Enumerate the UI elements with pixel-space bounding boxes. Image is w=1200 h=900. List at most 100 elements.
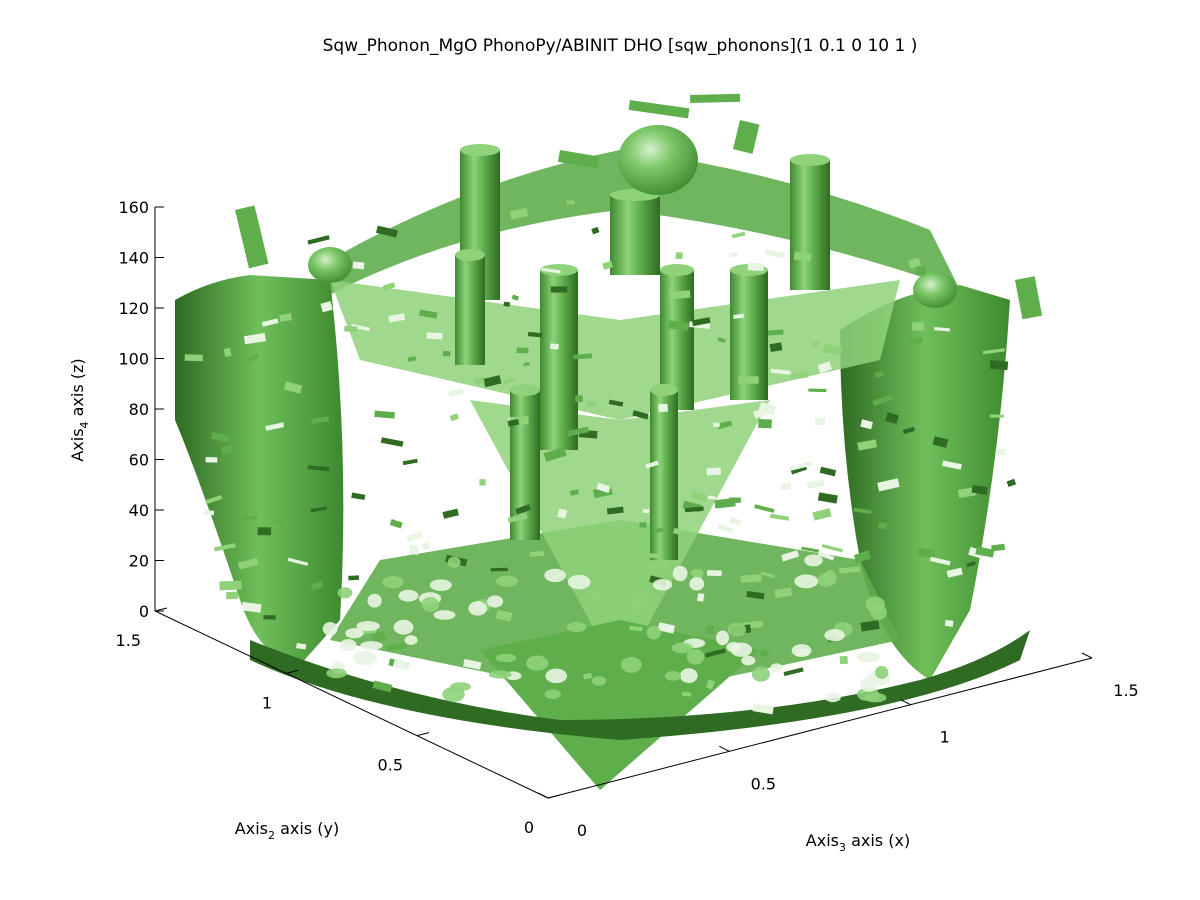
surface-bump	[447, 556, 461, 568]
z-tick-label: 100	[118, 350, 149, 369]
surface-flake	[374, 410, 395, 419]
x-tick-label: 1	[940, 728, 950, 747]
surface-bump	[322, 621, 338, 636]
surface-flake	[654, 527, 664, 534]
surface-flake	[929, 556, 951, 566]
surface-flake	[752, 703, 774, 715]
surface-flake	[583, 672, 592, 680]
surface-bump	[741, 655, 756, 666]
surface-flake	[672, 527, 681, 535]
y-axis-ticks: 0 0.5 1 1.5	[116, 607, 561, 837]
surface-flake	[705, 679, 715, 690]
surface-flake	[712, 422, 720, 428]
surface-flake	[860, 620, 880, 632]
center-cone	[470, 400, 770, 670]
surface-flake	[912, 322, 925, 331]
surface-flake	[442, 350, 451, 357]
surface-flake	[642, 509, 650, 513]
surface-bump	[545, 668, 568, 684]
pillar-top	[660, 264, 694, 276]
surface-flake	[503, 301, 511, 307]
surface-bump	[751, 666, 770, 682]
surface-bump	[690, 568, 704, 578]
surface-bump	[353, 650, 377, 666]
surface-bump	[487, 595, 504, 608]
surface-bump	[671, 642, 694, 654]
surface-flake	[817, 492, 838, 504]
surface-flake	[770, 368, 791, 375]
surface-bump	[646, 625, 662, 640]
surface-flake	[717, 337, 726, 343]
surface-flake	[507, 513, 528, 523]
surface-flake	[575, 395, 583, 403]
surface-bump	[367, 593, 382, 608]
surface-flake	[527, 331, 543, 338]
y-tick-mark	[416, 732, 430, 737]
pillar-top	[790, 154, 830, 166]
surface-flake	[608, 399, 624, 407]
surface-bump	[817, 573, 835, 587]
surface-bump	[421, 597, 440, 612]
surface-flake	[839, 655, 848, 665]
surface-flake	[509, 207, 529, 220]
surface-flake	[657, 622, 676, 634]
surface-flake	[681, 691, 692, 697]
y-tick-label: 1	[262, 693, 272, 712]
surface-fragment	[1015, 276, 1043, 320]
surface-flake	[758, 418, 772, 429]
surface-flake	[780, 482, 792, 491]
x-tick-mark	[1081, 652, 1093, 659]
surface-flake	[729, 497, 741, 503]
surface-flake	[237, 557, 259, 570]
surface-bump	[679, 668, 698, 684]
pillar-top	[540, 264, 578, 276]
surface-flake	[942, 460, 962, 470]
z-axis-ticks: 0 20 40 60 80 100 120 140 160	[118, 198, 164, 621]
surface-flake	[729, 516, 742, 526]
surface-bump	[652, 578, 673, 591]
surface-bump	[794, 574, 819, 589]
surface-flake	[573, 353, 593, 360]
z-tick-label: 40	[129, 501, 149, 520]
surface-flake	[675, 252, 683, 260]
surface-flake	[853, 507, 872, 515]
surface-bump	[804, 554, 823, 567]
surface-flake	[789, 371, 809, 380]
surface-flake	[989, 414, 1004, 418]
surface-flake	[629, 625, 643, 632]
surface-flake	[747, 262, 764, 272]
isosurface	[175, 93, 1043, 790]
pillar-top	[460, 144, 500, 156]
surface-flake	[237, 515, 258, 522]
surface-flake	[812, 508, 832, 521]
surface-flake	[872, 394, 894, 406]
y-tick-mark	[154, 607, 168, 612]
surface-bump	[860, 677, 879, 692]
surface-flake	[490, 567, 508, 572]
surface-flake	[220, 444, 235, 456]
surface-flake	[204, 510, 215, 516]
surface-flake	[596, 482, 611, 494]
pillar	[650, 390, 678, 560]
surface-flake	[759, 649, 770, 658]
surface-flake	[507, 418, 520, 427]
surface-flake	[566, 200, 575, 205]
surface-flake	[569, 489, 580, 496]
surface-flake	[705, 625, 715, 635]
z-tick-label: 80	[129, 400, 149, 419]
surface-flake	[421, 541, 431, 551]
surface-flake	[667, 320, 690, 331]
surface-flake	[591, 226, 600, 235]
surface-flake	[690, 490, 709, 503]
surface-flake	[874, 371, 884, 378]
x-axis-line	[547, 657, 1093, 799]
x-axis-ticks: 0 0.5 1 1.5	[537, 652, 1139, 840]
surface-flake	[205, 494, 223, 505]
surface-bump	[870, 604, 887, 620]
surface-flake	[550, 286, 568, 293]
surface-flake	[257, 527, 272, 536]
surface-flake	[586, 401, 596, 408]
surface-flake	[602, 260, 614, 270]
surface-flake	[275, 519, 294, 525]
surface-flake	[371, 631, 387, 644]
